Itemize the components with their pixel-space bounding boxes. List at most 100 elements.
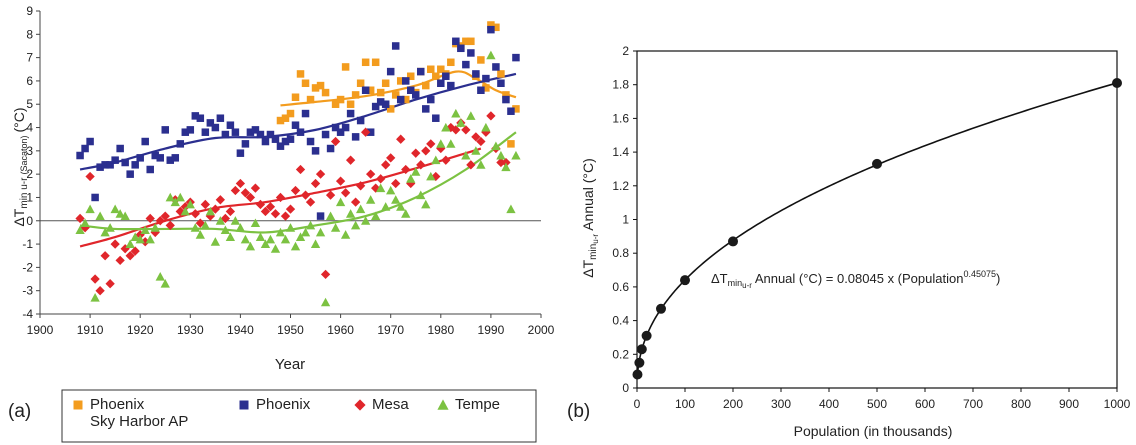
data-point xyxy=(634,357,645,368)
tempe-point xyxy=(150,223,160,232)
phoenix-sky-harbor-ap-point xyxy=(482,84,490,92)
phoenix-sky-harbor-ap-point xyxy=(306,95,315,104)
x-tick-label: 800 xyxy=(1011,397,1031,411)
data-point xyxy=(632,369,643,380)
phoenix-sky-harbor-ap-point xyxy=(507,140,515,148)
phoenix-point xyxy=(412,91,420,99)
mesa-point xyxy=(355,181,366,191)
mesa-point xyxy=(350,197,361,207)
equation-suffix: ) xyxy=(996,271,1000,286)
phoenix-sky-harbor-ap-point xyxy=(381,79,390,88)
phoenix-point xyxy=(442,72,450,81)
mesa-point xyxy=(135,230,145,240)
panel-b-plot-frame xyxy=(636,50,1118,389)
tempe-point xyxy=(80,218,90,228)
tempe-point xyxy=(366,195,376,204)
phoenix-point xyxy=(371,102,380,111)
phoenix-sky-harbor-ap-point xyxy=(296,70,305,78)
tempe-point xyxy=(381,202,391,211)
tempe-point xyxy=(491,141,501,151)
tempe-point xyxy=(190,223,200,232)
tempe-point xyxy=(180,206,190,216)
mesa-point xyxy=(140,237,150,247)
x-tick-label: 600 xyxy=(915,397,935,411)
tempe-point xyxy=(265,234,276,244)
phoenix-point xyxy=(241,140,250,148)
panel-a-ylabel-unit: (°C) xyxy=(11,107,27,132)
tempe-point xyxy=(130,232,140,242)
phoenix-point xyxy=(131,161,139,169)
tempe-point xyxy=(105,223,115,232)
panel-a-label: (a) xyxy=(8,401,31,422)
phoenix-point xyxy=(296,128,305,136)
tempe-point xyxy=(275,227,286,237)
phoenix-point xyxy=(116,144,124,153)
tempe-point xyxy=(175,192,185,202)
tempe-point xyxy=(125,239,135,249)
tempe-point xyxy=(330,223,341,232)
phoenix-point xyxy=(251,126,260,134)
mesa-point xyxy=(175,206,185,217)
phoenix-point xyxy=(336,128,345,136)
tempe-point xyxy=(451,108,461,118)
phoenix-point xyxy=(386,67,395,76)
y-tick-label: 1 xyxy=(26,190,33,204)
panel-b-chart: 0 0.2 0.4 0.6 0.8 1 1.2 1.4 1.6 1.8 2 0 100 200 300 400… xyxy=(580,44,1131,439)
x-tick-label: 2000 xyxy=(528,323,555,337)
mesa-point xyxy=(100,251,110,261)
mesa-point xyxy=(401,164,411,175)
phoenix-point xyxy=(261,137,270,146)
tempe-point xyxy=(215,216,226,225)
tempe-point xyxy=(466,111,476,120)
panel-b-ylabel-main: ΔT xyxy=(580,259,596,277)
y-tick-label: 1.4 xyxy=(612,145,629,159)
tempe-point xyxy=(75,225,85,235)
phoenix-point xyxy=(111,156,119,164)
mesa-point xyxy=(215,195,226,205)
phoenix-sky-harbor-ap-point xyxy=(281,114,290,122)
tempe-point xyxy=(501,162,511,172)
phoenix-sky-harbor-ap-point xyxy=(406,72,415,81)
mesa-point xyxy=(345,155,356,165)
phoenix-point xyxy=(286,135,295,143)
x-tick-label: 300 xyxy=(771,397,791,411)
tempe-point xyxy=(290,241,301,251)
equation-prefix: ΔT xyxy=(711,271,728,286)
tempe-point xyxy=(406,174,416,183)
x-tick-label: 400 xyxy=(819,397,839,411)
tempe-point xyxy=(461,150,471,160)
phoenix-point xyxy=(166,156,175,164)
mesa-point xyxy=(361,127,371,137)
mesa-point xyxy=(180,202,190,212)
tempe-point xyxy=(195,230,205,239)
phoenix-point xyxy=(477,86,485,94)
tempe-point xyxy=(260,239,271,249)
y-tick-label: 5 xyxy=(26,97,33,111)
panel-b-label: (b) xyxy=(567,401,590,422)
x-tick-label: 500 xyxy=(867,397,887,411)
panel-a-y-axis-label: ΔTmin u-r (Sacaton) (°C) xyxy=(11,107,30,226)
mesa-point xyxy=(426,139,436,149)
x-tick-label: 1940 xyxy=(227,323,254,337)
mesa-point xyxy=(446,122,456,133)
y-tick-label: -3 xyxy=(22,284,33,298)
tempe-point xyxy=(185,199,195,209)
phoenix-point xyxy=(136,154,144,162)
phoenix-sky-harbor-ap-point xyxy=(376,88,385,97)
phoenix-point xyxy=(437,79,445,88)
mesa-point xyxy=(125,251,135,261)
panel-b-equation: ΔTminu-r Annual (°C) = 0.08045 x (Popula… xyxy=(711,269,1000,290)
mesa-point xyxy=(451,125,461,135)
legend-marker-mesa xyxy=(354,399,366,411)
tempe-point xyxy=(240,234,251,244)
mesa-point xyxy=(265,202,276,212)
mesa-point xyxy=(260,206,271,217)
phoenix-point xyxy=(126,170,134,178)
tempe-point xyxy=(210,237,220,246)
y-tick-label: 2 xyxy=(622,44,629,58)
equation-body: Annual (°C) = 0.08045 x (Population xyxy=(752,271,964,286)
tempe-point xyxy=(436,139,446,148)
phoenix-point xyxy=(206,119,215,127)
y-tick-label: 4 xyxy=(26,121,33,135)
legend-label-phoenix-sky-harbor-ap: Sky Harbor AP xyxy=(90,413,188,430)
